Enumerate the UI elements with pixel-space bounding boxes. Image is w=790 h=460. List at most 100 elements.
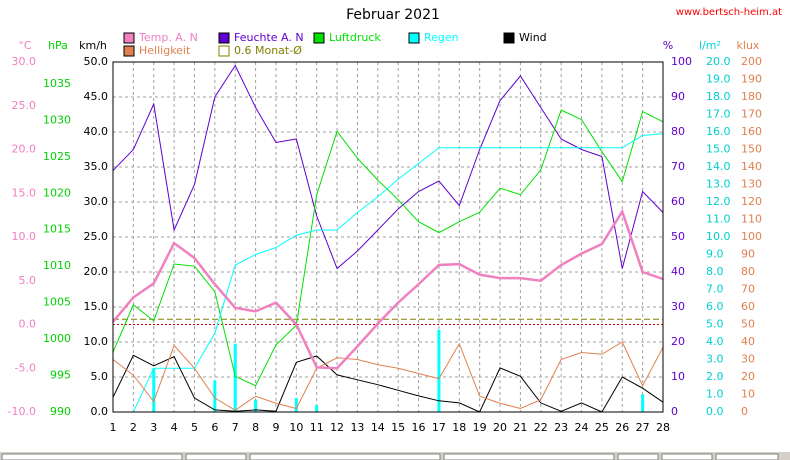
legend-label: Helligkeit <box>139 44 191 57</box>
y-tick-label: 40 <box>671 265 685 278</box>
y-tick-label: 0 <box>741 405 748 418</box>
y-tick-label: 20.0 <box>12 143 37 156</box>
y-tick-label: 30 <box>741 353 755 366</box>
x-tick-label: 5 <box>191 421 198 434</box>
y-tick-label: 190 <box>741 73 762 86</box>
y-tick-label: 15.0 <box>706 143 731 156</box>
x-tick-label: 17 <box>432 421 446 434</box>
y-tick-label: 80 <box>741 265 755 278</box>
y-tick-label: 15.0 <box>12 186 37 199</box>
y-tick-label: 1030 <box>43 113 71 126</box>
x-tick-label: 24 <box>575 421 589 434</box>
y-tick-label: 40.0 <box>84 125 109 138</box>
y-tick-label: 20 <box>741 370 755 383</box>
y-tick-label: 90 <box>671 90 685 103</box>
y-tick-label: -10.0 <box>8 405 36 418</box>
y-tick-label: 70 <box>741 283 755 296</box>
y-tick-label: 50 <box>741 318 755 331</box>
x-tick-label: 16 <box>412 421 426 434</box>
y-tick-label: 5.0 <box>706 318 724 331</box>
x-tick-label: 11 <box>310 421 324 434</box>
y-tick-label: 6.0 <box>706 300 724 313</box>
x-tick-label: 12 <box>330 421 344 434</box>
legend-swatch <box>218 32 230 44</box>
x-tick-label: 10 <box>289 421 303 434</box>
y-tick-label: 10.0 <box>706 230 731 243</box>
y-tick-label: 1005 <box>43 296 71 309</box>
y-tick-label: 60 <box>741 300 755 313</box>
rain-bar <box>641 394 645 412</box>
x-tick-label: 2 <box>130 421 137 434</box>
rain-bar <box>437 329 441 412</box>
y-tick-label: 140 <box>741 160 762 173</box>
y-tick-label: 25.0 <box>84 230 109 243</box>
x-tick-label: 27 <box>636 421 650 434</box>
series-line <box>112 341 664 411</box>
y-tick-label: 12.0 <box>706 195 731 208</box>
y-tick-label: 100 <box>741 230 762 243</box>
y-tick-label: 10.0 <box>12 230 37 243</box>
y-tick-label: 1035 <box>43 77 71 90</box>
rain-bar <box>294 398 298 412</box>
y-tick-label: 30.0 <box>84 195 109 208</box>
legend-swatch <box>503 32 515 44</box>
x-tick-label: 25 <box>595 421 609 434</box>
y-tick-label: 1000 <box>43 332 71 345</box>
y-tick-label: 995 <box>50 369 71 382</box>
y-tick-label: 60 <box>671 195 685 208</box>
y-tick-label: 11.0 <box>706 213 731 226</box>
y-tick-label: 1.0 <box>706 388 724 401</box>
rain-bar <box>213 380 217 412</box>
x-tick-label: 19 <box>473 421 487 434</box>
y-tick-label: 3.0 <box>706 353 724 366</box>
y-tick-label: 16.0 <box>706 125 731 138</box>
legend-swatch <box>123 32 135 44</box>
x-tick-label: 23 <box>554 421 568 434</box>
y-tick-label: 20.0 <box>84 265 109 278</box>
y-tick-label: 0 <box>671 405 678 418</box>
y-tick-label: 2.0 <box>706 370 724 383</box>
y-tick-label: 150 <box>741 143 762 156</box>
legend-label: Wind <box>519 31 547 44</box>
y-tick-label: 18.0 <box>706 90 731 103</box>
x-tick-label: 8 <box>252 421 259 434</box>
y-tick-label: 80 <box>671 125 685 138</box>
rain-bar <box>233 343 237 412</box>
legend-swatch <box>123 45 135 57</box>
series-line <box>112 354 664 413</box>
x-tick-label: 9 <box>272 421 279 434</box>
y-tick-label: 5.0 <box>91 370 109 383</box>
legend-label: Feuchte A. N <box>234 31 304 44</box>
y-tick-label: 170 <box>741 108 762 121</box>
x-tick-label: 1 <box>110 421 117 434</box>
chart-title: Februar 2021 <box>346 7 440 23</box>
status-bar <box>0 452 790 460</box>
legend-swatch <box>313 32 325 44</box>
y-tick-label: 90 <box>741 248 755 261</box>
y-tick-label: 50 <box>671 230 685 243</box>
y-tick-label: 160 <box>741 125 762 138</box>
series-line <box>112 64 664 270</box>
series-line <box>112 109 664 387</box>
y-tick-label: 13.0 <box>706 178 731 191</box>
x-tick-label: 3 <box>150 421 157 434</box>
axis-label: klux <box>737 39 760 52</box>
y-tick-label: 10 <box>741 388 755 401</box>
y-tick-label: 0.0 <box>19 318 37 331</box>
y-tick-label: 130 <box>741 178 762 191</box>
y-tick-label: 17.0 <box>706 108 731 121</box>
y-tick-label: 1015 <box>43 223 71 236</box>
y-tick-label: 30.0 <box>12 55 37 68</box>
axis-label: % <box>663 39 673 52</box>
legend-swatch <box>218 45 230 57</box>
y-tick-label: 10.0 <box>84 335 109 348</box>
y-tick-label: 1025 <box>43 150 71 163</box>
y-tick-label: 30 <box>671 300 685 313</box>
y-tick-label: 8.0 <box>706 265 724 278</box>
y-tick-label: 9.0 <box>706 248 724 261</box>
y-tick-label: 50.0 <box>84 55 109 68</box>
x-tick-label: 13 <box>350 421 364 434</box>
x-tick-label: 4 <box>171 421 178 434</box>
